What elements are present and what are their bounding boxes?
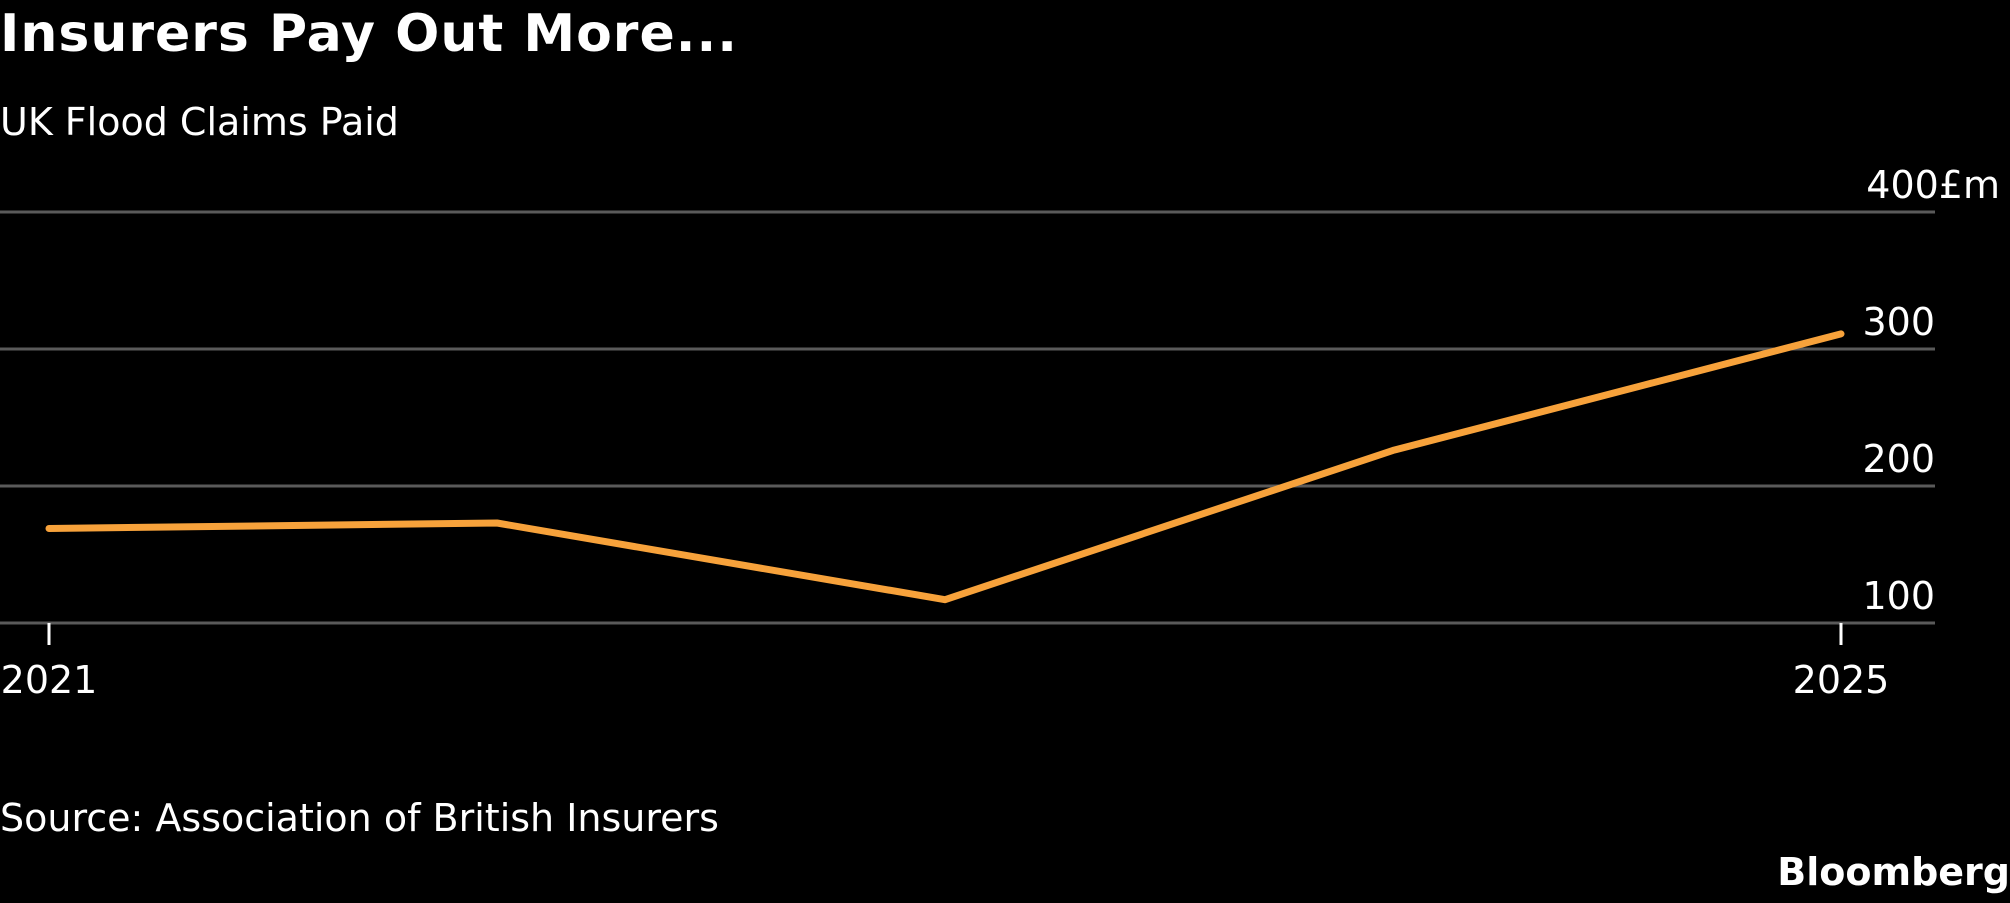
chart-title: Insurers Pay Out More... <box>0 4 738 64</box>
y-tick-label: 400£m <box>1866 163 2000 207</box>
bloomberg-logo: Bloomberg <box>1777 850 2010 894</box>
x-tick-label: 2021 <box>1 658 98 702</box>
y-tick-label: 100 <box>1862 574 1935 618</box>
series-line <box>45 330 1845 604</box>
y-tick-label: 300 <box>1862 300 1935 344</box>
source-note: Source: Association of British Insurers <box>0 796 719 840</box>
y-tick-label: 200 <box>1862 437 1935 481</box>
x-tick-label: 2025 <box>1793 658 1890 702</box>
chart-subtitle: UK Flood Claims Paid <box>0 100 399 144</box>
